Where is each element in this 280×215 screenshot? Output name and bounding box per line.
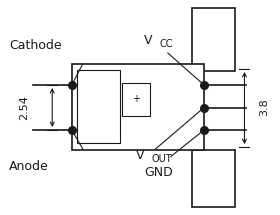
Bar	[192, 8, 235, 71]
Bar	[122, 83, 150, 116]
Text: GND: GND	[144, 166, 173, 179]
Text: 2.54: 2.54	[19, 95, 29, 120]
Bar	[72, 64, 204, 150]
Bar	[192, 150, 235, 207]
Text: V: V	[144, 34, 153, 47]
Text: Anode: Anode	[9, 160, 49, 173]
Text: CC: CC	[160, 39, 173, 49]
Text: +: +	[132, 94, 140, 104]
Text: Cathode: Cathode	[9, 39, 62, 52]
Text: 3.8: 3.8	[259, 99, 269, 116]
Bar	[77, 70, 120, 143]
Text: OUT: OUT	[151, 155, 172, 164]
Text: V: V	[136, 149, 144, 162]
